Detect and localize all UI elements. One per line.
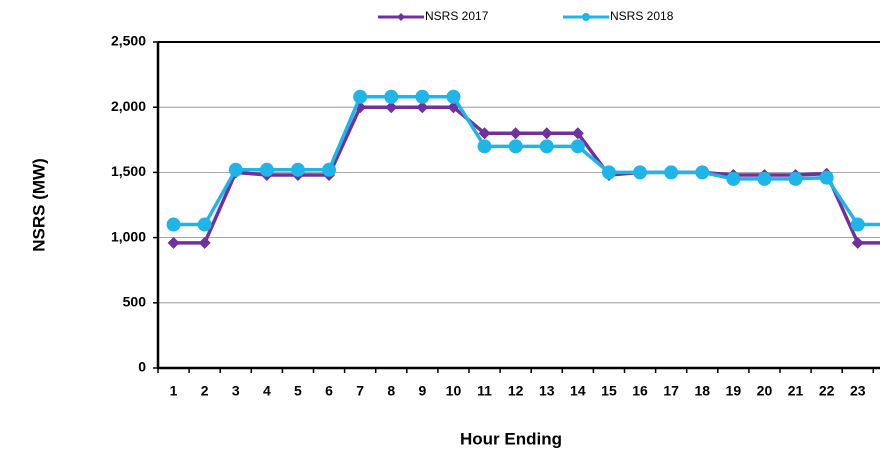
y-axis-title: NSRS (MW) xyxy=(29,158,48,251)
x-tick-label: 7 xyxy=(356,383,364,399)
x-tick-label: 16 xyxy=(632,383,648,399)
legend-label: NSRS 2017 xyxy=(425,9,489,23)
data-point xyxy=(601,165,616,180)
x-tick-label: 18 xyxy=(694,383,710,399)
x-tick-label: 9 xyxy=(418,383,426,399)
data-point xyxy=(166,217,181,232)
x-tick-label: 14 xyxy=(570,383,586,399)
data-point xyxy=(757,171,772,186)
x-tick-label: 21 xyxy=(788,383,804,399)
data-point xyxy=(197,217,212,232)
data-point xyxy=(290,162,305,177)
x-tick-label: 8 xyxy=(387,383,395,399)
data-point xyxy=(509,127,522,140)
data-point xyxy=(385,101,398,114)
x-tick-label: 22 xyxy=(819,383,835,399)
x-tick-label: 1 xyxy=(170,383,178,399)
data-point xyxy=(850,217,865,232)
series-line xyxy=(173,95,880,227)
x-tick-label: 10 xyxy=(446,383,462,399)
y-tick-label: 500 xyxy=(123,294,147,310)
data-point xyxy=(726,171,741,186)
x-tick-label: 2 xyxy=(201,383,209,399)
data-point xyxy=(477,139,492,154)
data-point xyxy=(633,165,648,180)
data-point xyxy=(446,89,461,104)
data-point xyxy=(167,236,180,249)
data-point xyxy=(198,236,211,249)
data-point xyxy=(508,139,523,154)
x-tick-label: 12 xyxy=(508,383,524,399)
data-point xyxy=(415,89,430,104)
y-tick-label: 2,500 xyxy=(111,33,146,49)
data-point xyxy=(416,101,429,114)
x-tick-label: 20 xyxy=(757,383,773,399)
x-tick-label: 11 xyxy=(477,383,492,399)
y-tick-label: 1,000 xyxy=(111,228,146,244)
data-point xyxy=(695,165,710,180)
x-tick-label: 17 xyxy=(663,383,679,399)
x-tick-label: 3 xyxy=(232,383,240,399)
data-point xyxy=(322,162,337,177)
data-point xyxy=(539,139,554,154)
y-tick-label: 0 xyxy=(138,359,146,375)
x-tick-label: 4 xyxy=(263,383,271,399)
data-point xyxy=(851,236,864,249)
y-tick-label: 1,500 xyxy=(111,163,146,179)
data-point xyxy=(571,127,584,140)
data-point xyxy=(384,89,399,104)
series-line xyxy=(173,105,880,245)
x-tick-label: 23 xyxy=(850,383,866,399)
data-point xyxy=(570,139,585,154)
data-point xyxy=(664,165,679,180)
x-tick-label: 15 xyxy=(601,383,617,399)
data-point xyxy=(478,127,491,140)
y-tick-label: 2,000 xyxy=(111,98,146,114)
legend-marker xyxy=(582,13,590,21)
legend-label: NSRS 2018 xyxy=(610,9,674,23)
x-axis-title: Hour Ending xyxy=(460,429,562,448)
data-point xyxy=(259,162,274,177)
data-point xyxy=(540,127,553,140)
data-point xyxy=(819,170,834,185)
data-point xyxy=(228,162,243,177)
x-tick-label: 6 xyxy=(325,383,333,399)
data-point xyxy=(353,89,368,104)
x-tick-label: 5 xyxy=(294,383,302,399)
data-point xyxy=(788,171,803,186)
x-tick-label: 13 xyxy=(539,383,555,399)
legend-marker xyxy=(397,13,405,21)
x-tick-label: 19 xyxy=(726,383,742,399)
